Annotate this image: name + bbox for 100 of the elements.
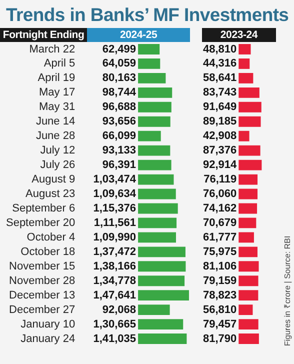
data-label: 48,810 [202,43,237,56]
data-label: 1,11,561 [94,216,136,229]
bar [238,174,258,185]
bar [138,261,186,272]
bar [238,319,258,330]
data-label: 98,744 [102,86,137,99]
data-label: 87,376 [202,144,237,157]
data-label: 1,03,474 [93,174,137,186]
y-tick-label: April 19 [38,72,76,84]
bar [138,72,166,84]
y-axis-title: Fortnight Ending [0,28,88,42]
y-tick-label: July 26 [40,159,76,172]
data-label: 92,914 [202,159,238,172]
y-tick-label: December 27 [9,304,76,316]
y-tick-label: January 10 [20,318,76,330]
data-label: 92,068 [102,304,136,316]
y-tick-label: October 18 [20,246,76,258]
bar [238,160,262,170]
bar [138,203,178,214]
data-label: 78,823 [202,289,237,302]
bar [138,276,185,286]
y-tick-label: January 24 [20,332,76,345]
data-label: 62,499 [102,43,136,56]
data-label: 1,09,990 [93,231,136,244]
data-label: 1,30,665 [93,318,136,330]
data-label: 93,133 [102,144,136,157]
bar [238,145,260,156]
data-label: 96,391 [102,159,136,172]
bar [238,246,258,258]
y-tick-label: August 23 [26,188,76,200]
data-label: 1,41,035 [93,332,136,345]
bar [138,130,161,142]
bar [238,188,258,200]
data-label: 79,159 [202,274,237,287]
y-tick-label: September 6 [12,202,76,215]
bar [138,232,176,243]
y-tick-label: March 22 [29,43,76,56]
data-label: 93,656 [102,116,136,128]
text: Figures in ₹crore | Source: RBI [282,236,292,346]
y-tick-label: May 31 [39,101,76,114]
y-tick-label: April 5 [44,58,76,70]
bar [138,102,172,112]
data-label: 80,163 [102,72,136,84]
bar [238,44,251,54]
bar [138,58,160,69]
data-label: 58,641 [202,72,237,84]
bar [238,304,253,316]
bar [138,304,170,316]
y-tick-label: November 15 [9,260,76,272]
data-label: 70,679 [202,216,237,229]
y-tick-label: July 12 [40,144,76,157]
series-label: 2023-24 [202,28,276,42]
data-label: 74,162 [202,202,237,215]
bar [238,130,250,142]
data-label: 1,37,472 [93,246,136,258]
y-tick-label: June 28 [36,130,76,142]
data-label: 76,060 [202,188,237,200]
data-label: 81,106 [202,260,237,272]
data-label: 79,457 [202,318,237,330]
bar [238,116,261,127]
bar [238,276,258,286]
bar [138,319,184,330]
bar [238,232,254,243]
data-label: 91,649 [202,101,237,114]
series-label: 2024-25 [87,28,190,42]
bar [238,72,254,84]
data-label: 89,185 [202,116,237,128]
y-tick-label: June 14 [36,116,76,128]
data-label: 1,09,634 [93,188,137,200]
y-tick-label: November 28 [9,274,76,287]
bar [138,160,172,170]
bar [238,290,258,301]
y-tick-label: May 17 [39,86,76,99]
data-label: 96,688 [102,101,136,114]
bar [138,87,172,98]
bar [138,116,170,127]
bar [238,261,259,272]
bar [138,246,186,258]
data-label: 44,316 [202,58,237,70]
bar [238,203,258,214]
bar [138,174,174,185]
chart-title: Trends in Banks’ MF Investments [6,4,289,26]
bar [138,334,187,344]
data-label: 1,34,778 [93,274,136,287]
bar [238,87,260,98]
y-tick-label: December 13 [9,289,76,302]
data-label: 81,790 [202,332,237,345]
bar [138,145,170,156]
bar [138,44,160,54]
data-label: 66,099 [102,130,136,142]
bar [238,218,256,228]
data-label: 61,777 [202,231,237,244]
data-label: 42,908 [202,130,237,142]
bar [138,188,176,200]
bar [238,58,250,69]
bar [238,102,262,112]
bar [238,334,259,344]
data-label: 1,38,166 [93,260,136,272]
data-label: 64,059 [102,58,136,70]
data-label: 83,743 [202,86,237,99]
